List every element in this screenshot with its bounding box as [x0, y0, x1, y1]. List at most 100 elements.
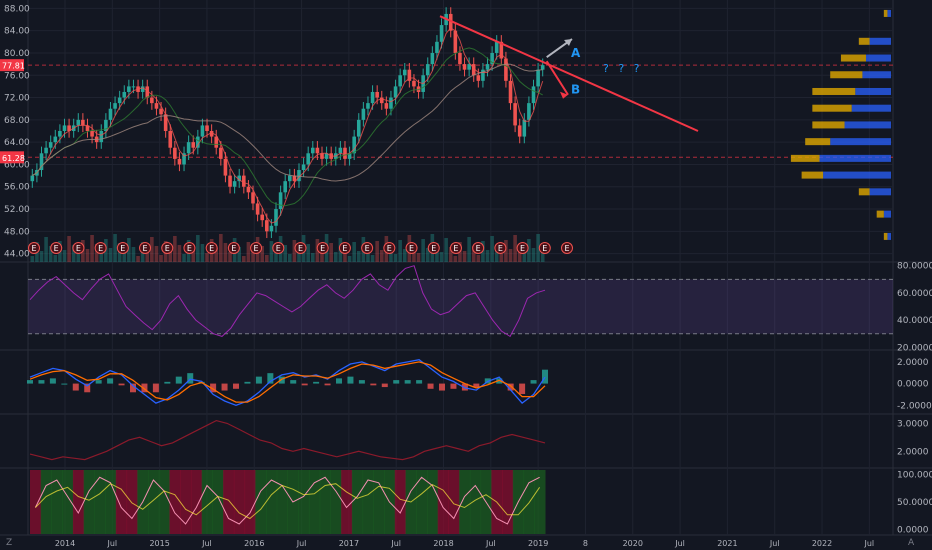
volume-bar-84 [416, 253, 421, 262]
earnings-marker-label-1: E [54, 244, 59, 253]
earnings-marker-6[interactable] [161, 242, 174, 254]
stoch-d-line [35, 483, 541, 520]
auto-scale-label[interactable]: A [908, 538, 915, 548]
price-tick-label-3: 76.00 [4, 71, 30, 81]
earnings-marker-19[interactable] [449, 242, 462, 254]
price-tick-label-8: 56.00 [4, 183, 30, 193]
earnings-marker-label-18: E [431, 244, 436, 253]
earnings-marker-17[interactable] [405, 242, 418, 254]
candle-body-76 [379, 97, 384, 104]
earnings-marker-4[interactable] [116, 242, 129, 254]
candle-body-94 [462, 64, 467, 70]
price-panel[interactable]: A B ? ? ? E E E E E E E E E E E E E E E E E E E E E E E E E [28, 7, 893, 262]
candle-body-105 [513, 103, 517, 126]
earnings-marker-label-3: E [98, 244, 103, 253]
candle-body-72 [361, 108, 366, 120]
macd-hist-bar-25 [313, 381, 320, 384]
stoch-zone-36 [416, 470, 428, 534]
candle-body-49 [255, 203, 260, 215]
z-corner-label[interactable]: Z [6, 538, 12, 548]
earnings-marker-2[interactable] [72, 242, 85, 254]
volume-profile-up-5 [851, 104, 891, 112]
candle-body-110 [536, 69, 540, 87]
earnings-marker-23[interactable] [538, 242, 551, 254]
volume-bar-85 [421, 239, 425, 262]
earnings-marker-3[interactable] [94, 242, 107, 254]
earnings-marker-11[interactable] [272, 242, 285, 254]
stoch-zone-26 [308, 470, 321, 534]
volume-profile-down-8 [790, 154, 820, 162]
stoch-zone-20 [244, 470, 256, 534]
candle-body-96 [471, 64, 476, 76]
annotation-question-marks: ? ? ? [603, 62, 643, 75]
stoch-zone-30 [351, 470, 364, 534]
earnings-marker-15[interactable] [361, 242, 374, 254]
volume-profile-up-8 [819, 154, 891, 162]
earnings-marker-9[interactable] [227, 242, 240, 254]
earnings-marker-22[interactable] [516, 242, 529, 254]
volume-bar-26 [150, 237, 154, 262]
stoch-zone-11 [148, 470, 160, 534]
rsi-line [29, 265, 546, 338]
earnings-marker-5[interactable] [139, 242, 152, 254]
earnings-marker-label-13: E [320, 244, 325, 253]
vol-tick-label-0: 3.0000 [897, 419, 929, 429]
macd-hist-bar-16 [210, 383, 217, 393]
volume-bar-15 [99, 253, 104, 262]
volatility-panel[interactable] [29, 419, 546, 461]
earnings-marker-1[interactable] [50, 242, 63, 254]
earnings-marker-24[interactable] [561, 242, 573, 254]
macd-hist-bar-24 [301, 383, 308, 386]
volume-bar-63 [320, 248, 324, 262]
stoch-tick-label-1: 50.0000 [897, 498, 932, 508]
stoch-zone-31 [362, 470, 374, 534]
macd-line [29, 359, 546, 406]
candle-body-10 [76, 119, 81, 126]
earnings-marker-0[interactable] [28, 242, 40, 254]
earnings-marker-12[interactable] [294, 242, 307, 254]
earnings-marker-20[interactable] [472, 242, 485, 254]
rsi-tick-label-2: 40.0000 [897, 316, 932, 326]
arrow-up-head [564, 39, 572, 47]
candle-body-31 [173, 147, 177, 159]
earnings-marker-7[interactable] [183, 242, 196, 254]
red-trendline[interactable] [439, 15, 699, 132]
stoch-zone-13 [169, 470, 181, 534]
stoch-zone-22 [266, 470, 278, 534]
macd-panel[interactable] [27, 359, 548, 406]
volume-profile-down-7 [805, 138, 831, 146]
candle-body-50 [260, 214, 265, 221]
volume-profile-down-0 [883, 9, 888, 17]
x-tick-label-1: Jul [106, 539, 117, 548]
candle-body-73 [366, 103, 370, 109]
earnings-marker-21[interactable] [494, 242, 507, 254]
stochastic-panel[interactable] [30, 470, 546, 534]
earnings-marker-16[interactable] [383, 242, 396, 254]
earnings-marker-10[interactable] [250, 242, 263, 254]
volume-profile-up-6 [844, 121, 891, 129]
macd-hist-bar-29 [358, 380, 365, 384]
earnings-marker-label-11: E [276, 244, 281, 253]
candle-body-86 [425, 64, 430, 76]
candle-body-11 [81, 119, 85, 126]
candle-body-0 [30, 175, 35, 182]
earnings-marker-13[interactable] [316, 242, 329, 254]
volume-profile-down-12 [883, 232, 888, 240]
earnings-marker-14[interactable] [338, 242, 351, 254]
volume-bar-3 [44, 237, 48, 262]
candle-body-95 [467, 64, 471, 70]
volume-bar-65 [329, 243, 333, 262]
volume-bar-12 [85, 249, 90, 262]
arrow-down-line [545, 60, 569, 96]
earnings-marker-18[interactable] [427, 242, 440, 254]
macd-hist-bar-11 [152, 383, 159, 393]
x-tick-label-10: 2019 [528, 539, 548, 548]
candle-body-32 [177, 158, 182, 165]
earnings-marker-8[interactable] [205, 242, 218, 254]
candle-body-108 [527, 103, 531, 120]
rsi-panel[interactable] [28, 265, 893, 338]
candle-body-26 [150, 97, 154, 104]
volume-bar-95 [467, 237, 471, 262]
candle-body-25 [145, 86, 150, 98]
